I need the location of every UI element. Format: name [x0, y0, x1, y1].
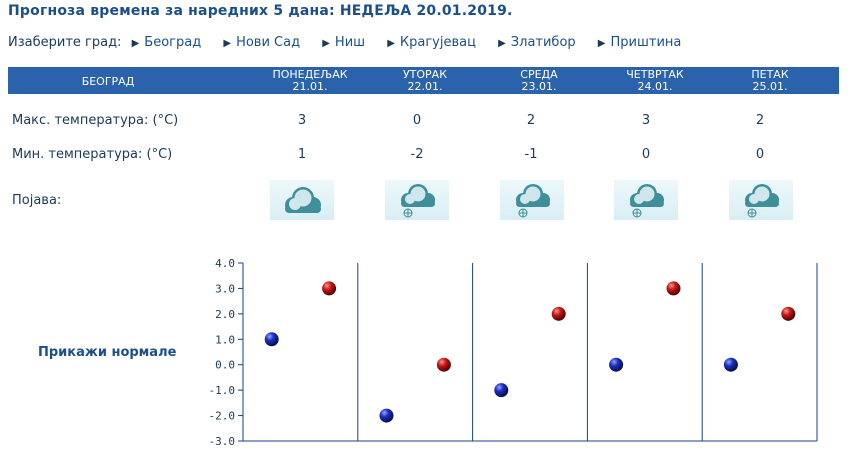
y-tick-label: 4.0: [215, 257, 235, 270]
header-day-date: 24.01.: [637, 80, 673, 93]
header-day-name: УТОРАК: [402, 68, 448, 81]
min-temp-point: [379, 408, 394, 423]
city-link-pristina[interactable]: ▶ Приштина: [598, 35, 682, 50]
arrow-right-icon: ▶: [223, 38, 232, 49]
max-temp-value: 2: [526, 113, 536, 128]
header-day-date: 23.01.: [521, 80, 557, 93]
min-temp-point: [264, 332, 279, 347]
snow-cloud-icon: [614, 180, 678, 220]
min-temp-value: 1: [297, 147, 307, 162]
city-link-kragujevac[interactable]: ▶ Крагујевац: [387, 35, 476, 50]
city-link-label: Ниш: [334, 35, 366, 50]
min-temp-point: [723, 357, 738, 372]
arrow-right-icon: ▶: [597, 38, 606, 49]
header-day-date: 25.01.: [752, 80, 788, 93]
max-temp-value: 3: [297, 113, 307, 128]
header-day: ПЕТАК 25.01.: [715, 69, 825, 93]
min-temp-value: 0: [755, 147, 765, 162]
y-tick-label: 0.0: [215, 359, 235, 372]
city-selector: Изаберите град: ▶ Београд ▶ Нови Сад ▶ Ниш …: [8, 35, 699, 50]
min-temp-label: Мин. температура: (°C): [12, 147, 173, 162]
city-link-zlatibor[interactable]: ▶ Златибор: [498, 35, 576, 50]
header-day-date: 21.01.: [292, 80, 328, 93]
min-temp-point: [609, 357, 624, 372]
city-link-beograd[interactable]: ▶ Београд: [132, 35, 202, 50]
max-temp-value: 2: [755, 113, 765, 128]
arrow-right-icon: ▶: [387, 38, 395, 49]
cloud-icon: [270, 180, 334, 220]
max-temp-point: [322, 281, 337, 296]
header-day-name: ЧЕТВРТАК: [626, 68, 684, 81]
max-temp-value: 0: [412, 113, 422, 128]
city-link-label: Златибор: [510, 35, 576, 50]
arrow-right-icon: ▶: [131, 38, 140, 49]
max-temp-point: [666, 281, 681, 296]
header-day: ЧЕТВРТАК 24.01.: [600, 69, 710, 93]
y-tick-label: 3.0: [215, 282, 235, 295]
city-link-novi-sad[interactable]: ▶ Нови Сад: [223, 35, 300, 50]
min-temp-point: [494, 383, 509, 398]
city-link-label: Нови Сад: [236, 35, 301, 50]
min-temp-value: -1: [524, 147, 538, 162]
header-day-name: ПЕТАК: [751, 68, 789, 81]
header-day-name: СРЕДА: [520, 68, 558, 81]
header-day: УТОРАК 22.01.: [370, 69, 480, 93]
header-city-name: БЕОГРАД: [81, 75, 135, 88]
snow-cloud-icon: [729, 180, 793, 220]
max-temp-value: 3: [641, 113, 651, 128]
y-tick-label: 1.0: [215, 333, 235, 346]
page-title: Прогноза времена за наредних 5 дана: НЕД…: [8, 3, 513, 19]
arrow-right-icon: ▶: [322, 38, 330, 49]
max-temp-point: [781, 306, 796, 321]
show-normals-link[interactable]: Прикажи нормале: [38, 345, 177, 360]
y-tick-label: -1.0: [209, 384, 236, 397]
header-day-name: ПОНЕДЕЉАК: [272, 68, 348, 81]
city-link-label: Приштина: [610, 35, 682, 50]
header-day: ПОНЕДЕЉАК 21.01.: [255, 69, 365, 93]
y-tick-label: 2.0: [215, 308, 235, 321]
max-temp-point: [436, 357, 451, 372]
snow-cloud-icon: [500, 180, 564, 220]
phenomenon-label: Појава:: [12, 193, 62, 208]
min-temp-value: 0: [641, 147, 651, 162]
city-link-label: Београд: [144, 35, 202, 50]
forecast-header: БЕОГРАД ПОНЕДЕЉАК 21.01. УТОРАК 22.01. СРЕ…: [8, 67, 839, 94]
y-tick-label: -3.0: [209, 435, 236, 448]
snow-cloud-icon: [385, 180, 449, 220]
header-day-date: 22.01.: [407, 80, 443, 93]
max-temp-point: [551, 306, 566, 321]
city-link-nis[interactable]: ▶ Ниш: [322, 35, 365, 50]
min-temp-value: -2: [410, 147, 424, 162]
max-temp-label: Макс. температура: (°C): [12, 113, 179, 128]
y-tick-label: -2.0: [209, 410, 236, 423]
arrow-right-icon: ▶: [498, 38, 506, 49]
city-link-label: Крагујевац: [399, 35, 476, 50]
header-day: СРЕДА 23.01.: [484, 69, 594, 93]
city-selector-label: Изаберите град:: [8, 35, 122, 50]
